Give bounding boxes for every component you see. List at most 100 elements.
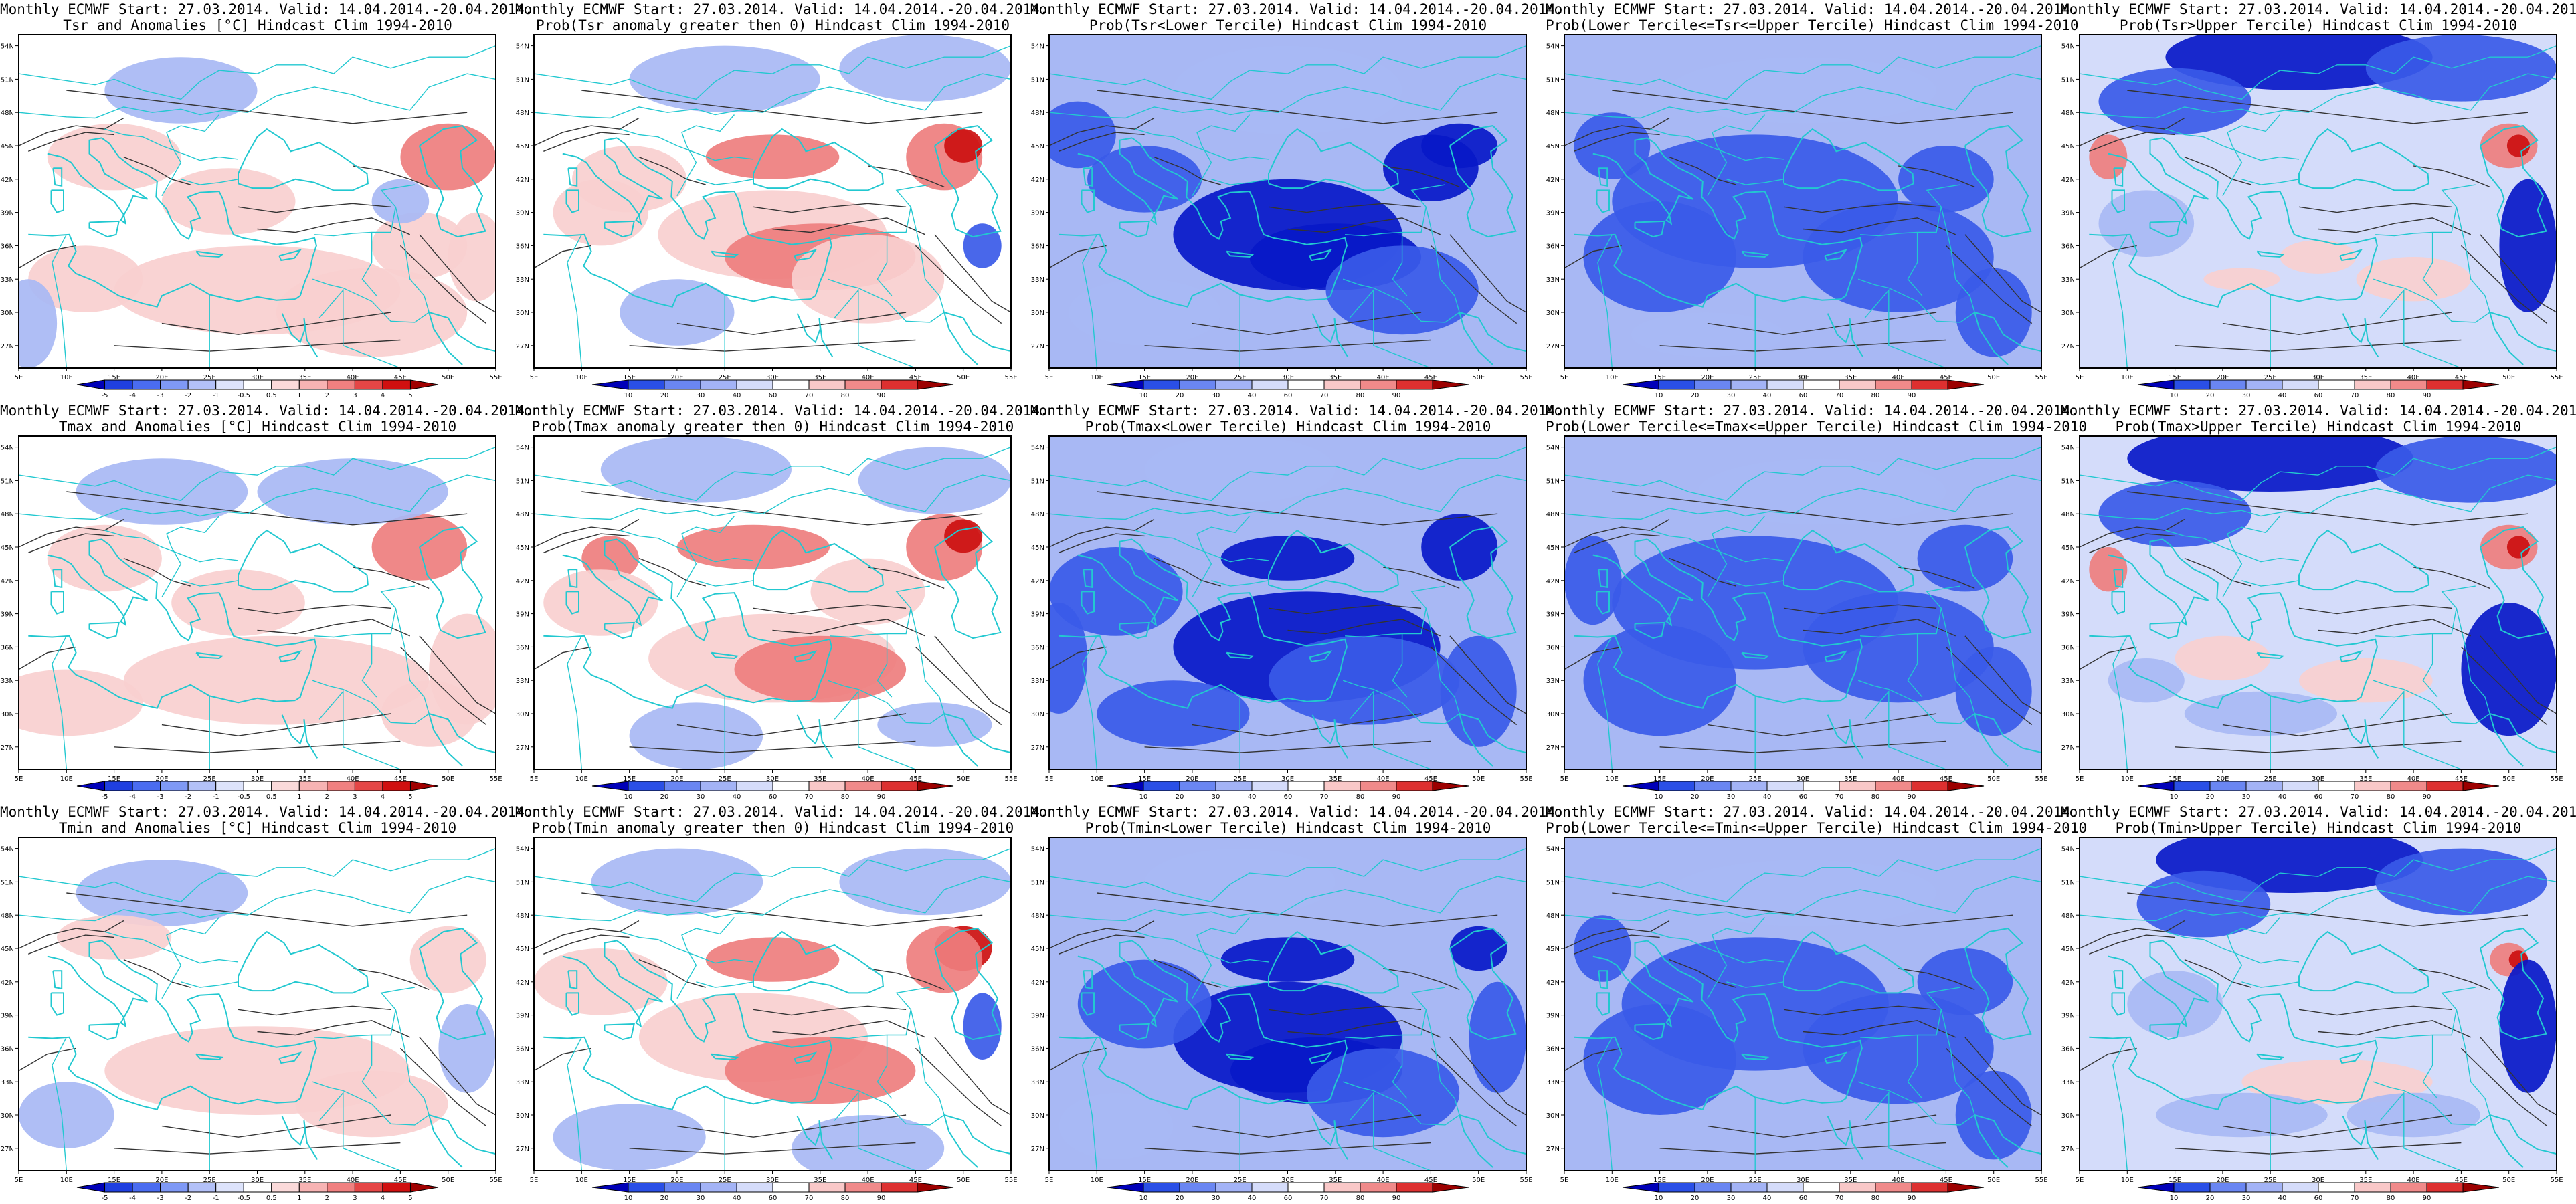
field-patch — [123, 635, 430, 725]
lat-tick-label: 39N — [1031, 1013, 1044, 1020]
map-panel-tsr-prob-lower: 5E 10E 15E 20E 25E 30E 35E 40E 45E 50E 55E 27N 30N 33… — [1030, 0, 1564, 401]
lon-tick-label: 45E — [394, 1177, 407, 1184]
country-border — [318, 288, 496, 368]
isotherm-line — [1449, 234, 1526, 313]
isotherm-line — [1268, 203, 1422, 213]
coastline — [604, 1023, 635, 1041]
lon-tick-label: 45E — [394, 775, 407, 783]
field-patch — [28, 245, 143, 313]
lon-tick-label: 10E — [1091, 374, 1103, 381]
field-patch — [161, 168, 296, 235]
isotherm-line — [2175, 740, 2462, 753]
country-border — [1940, 207, 1975, 313]
country-border — [830, 987, 930, 1039]
isotherm-line — [1564, 245, 1622, 269]
country-border — [1342, 1081, 1460, 1126]
lat-tick-label: 30N — [516, 310, 529, 317]
colorbar-swatch — [2318, 379, 2355, 390]
map-canvas: 5E 10E 15E 20E 25E 30E 35E 40E 45E 50E 55E 27N 30N 33… — [516, 34, 1018, 399]
country-border — [2080, 45, 2557, 100]
field-patch — [1631, 312, 1784, 357]
field-patch — [1144, 436, 1336, 503]
country-border — [830, 585, 930, 638]
field-patch — [2299, 658, 2433, 703]
colorbar-swatch — [844, 379, 882, 390]
map-panel-tmax-prob-warm: 5E 10E 15E 20E 25E 30E 35E 40E 45E 50E 55E 27N 30N 33… — [515, 401, 1048, 803]
coastline — [1077, 940, 1179, 1028]
colorbar-swatch — [409, 1182, 439, 1193]
colorbar-swatch — [1179, 379, 1216, 390]
panel-subtitle: Tmax and Anomalies [°C] Hindcast Clim 19… — [58, 419, 457, 435]
coastline — [2355, 256, 2375, 300]
colorbar-swatch — [1766, 1182, 1804, 1193]
lon-tick-label: 30E — [251, 374, 264, 381]
lat-tick-label: 45N — [516, 946, 529, 953]
map-panel-tsr-prob-warm: 5E 10E 15E 20E 25E 30E 35E 40E 45E 50E 55E 27N 30N 33… — [515, 0, 1048, 401]
colorbar: 10 20 30 40 60 70 80 90 — [1622, 1182, 1985, 1202]
coastline — [943, 312, 1011, 353]
coastline — [1256, 613, 1348, 659]
country-border — [181, 981, 239, 988]
country-border — [830, 184, 930, 237]
country-border — [361, 633, 377, 698]
colorbar-label: 90 — [1908, 392, 1916, 399]
lon-tick-label: 10E — [575, 374, 588, 381]
lat-tick-label: 27N — [1546, 343, 1560, 350]
isotherm-line — [1049, 1047, 1107, 1072]
map-canvas: 5E 10E 15E 20E 25E 30E 35E 40E 45E 50E 55E 27N 30N 33… — [1031, 837, 1533, 1202]
colorbar-swatch — [187, 379, 217, 390]
lon-tick-label: 5E — [530, 374, 539, 381]
lon-tick-label: 55E — [2550, 374, 2563, 381]
colorbar-label: 4 — [381, 392, 385, 399]
country-border — [877, 633, 893, 698]
colorbar-swatch — [1143, 1182, 1180, 1193]
map-panel-tsr-anom: 5E 10E 15E 20E 25E 30E 35E 40E 45E 50E 55E 27N 30N 33… — [0, 0, 533, 401]
lon-tick-label: 25E — [203, 1177, 216, 1184]
lat-tick-label: 36N — [1031, 243, 1044, 250]
colorbar-label: 30 — [1727, 793, 1736, 801]
coastline — [1309, 249, 1333, 262]
colorbar-swatch — [2137, 379, 2175, 390]
field-patch — [1583, 625, 1736, 736]
coastline — [1449, 928, 1517, 1041]
coastline — [278, 249, 302, 262]
colorbar-label: 30 — [1212, 1195, 1220, 1202]
country-border — [1082, 635, 1097, 769]
lon-tick-label: 50E — [957, 775, 970, 783]
field-patch — [1803, 591, 1994, 703]
coastline — [1059, 635, 1326, 709]
lat-tick-label: 51N — [516, 76, 529, 84]
lon-tick-label: 30E — [1797, 775, 1809, 783]
coastline — [2286, 212, 2378, 258]
lon-tick-label: 15E — [1653, 775, 1666, 783]
colorbar-label: 80 — [1356, 1195, 1365, 1202]
lat-tick-label: 39N — [1546, 210, 1560, 217]
isotherm-line — [257, 217, 410, 235]
isotherm-line — [352, 968, 430, 991]
lon-tick-label: 40E — [347, 775, 359, 783]
coastline — [1596, 992, 1610, 1016]
colorbar-label: 3 — [353, 1195, 357, 1202]
country-border — [2379, 690, 2557, 769]
lon-tick-label: 45E — [1424, 775, 1437, 783]
coastline — [2479, 928, 2547, 1041]
coastline — [543, 635, 811, 709]
isotherm-line — [419, 635, 496, 714]
coastline — [225, 613, 317, 659]
country-border — [2375, 987, 2476, 1039]
colorbar-swatch — [772, 1182, 810, 1193]
lon-tick-label: 55E — [1520, 374, 1532, 381]
country-border — [1342, 278, 1460, 323]
colorbar-label: -0.5 — [237, 793, 250, 801]
lat-tick-label: 30N — [516, 1112, 529, 1120]
colorbar: 10 20 30 40 60 70 80 90 — [2137, 379, 2500, 399]
field-patch — [2165, 35, 2433, 90]
lat-tick-label: 36N — [1, 644, 14, 651]
lon-tick-label: 35E — [298, 775, 311, 783]
isotherm-line — [1564, 646, 1622, 670]
colorbar: -5 -4 -3 -2 -1 -0.5 0.5 1 2 3 4 5 — [76, 781, 439, 801]
coastline — [1459, 1114, 1526, 1155]
colorbar-label: 70 — [2351, 1195, 2359, 1202]
colorbar-label: 30 — [1212, 392, 1220, 399]
lon-tick-label: 5E — [2076, 775, 2084, 783]
